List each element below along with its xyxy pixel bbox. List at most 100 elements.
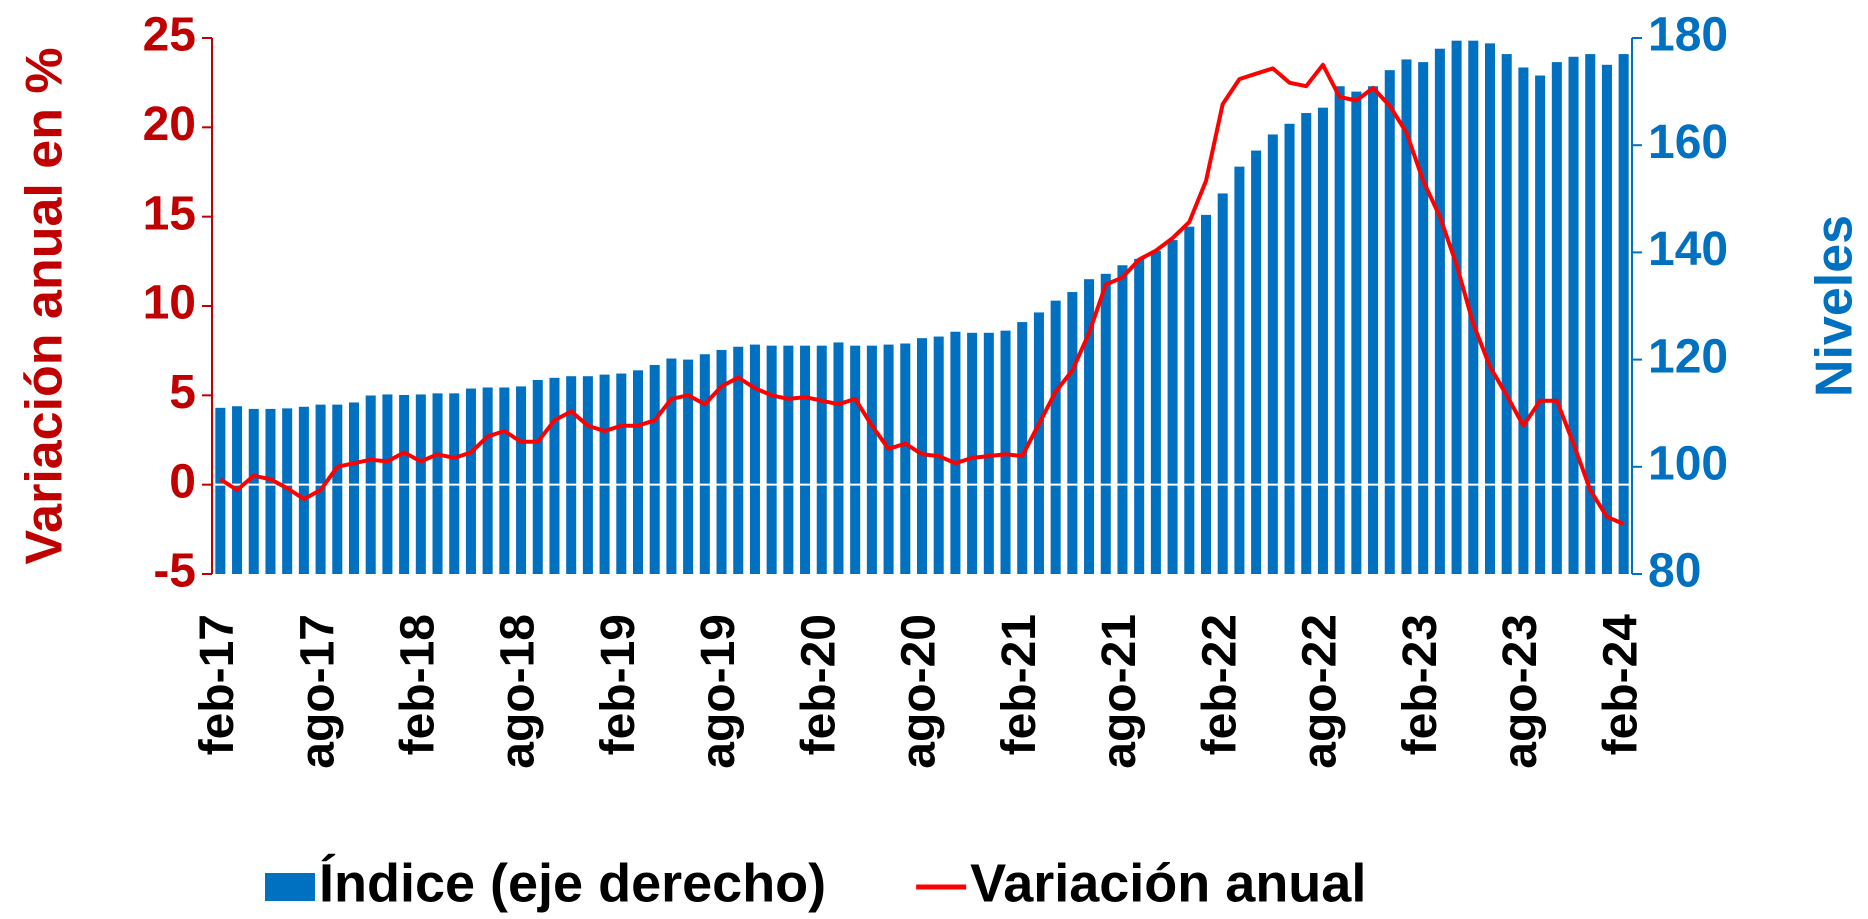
bar <box>482 387 493 574</box>
bar <box>1551 62 1562 575</box>
x-tick-label: feb-24 <box>1594 614 1647 756</box>
bar <box>1351 91 1362 574</box>
y-tick-label: 15 <box>143 187 196 240</box>
bar <box>1284 123 1295 574</box>
bar <box>1468 40 1479 575</box>
bar <box>749 344 760 574</box>
bar <box>1434 48 1445 575</box>
bar <box>1418 62 1429 575</box>
x-tick-label: ago-21 <box>1093 614 1146 769</box>
bar <box>1050 300 1061 574</box>
bar <box>465 388 476 574</box>
bar <box>783 345 794 574</box>
bar <box>1368 86 1379 575</box>
bar <box>1317 107 1328 575</box>
bar <box>1535 75 1546 575</box>
bar <box>1234 166 1245 574</box>
x-tick-label: ago-18 <box>492 614 545 769</box>
bar <box>1301 113 1312 574</box>
bar <box>666 358 677 574</box>
bar <box>816 345 827 574</box>
bar <box>1117 265 1128 574</box>
bar <box>1134 258 1145 574</box>
y2-tick-label: 140 <box>1648 223 1728 276</box>
bar <box>1401 59 1412 574</box>
y-tick-label: 0 <box>169 455 196 508</box>
bar <box>1167 240 1178 574</box>
bar <box>649 364 660 574</box>
bar <box>1067 292 1078 574</box>
bar <box>265 408 276 574</box>
x-tick-label: ago-17 <box>291 614 344 769</box>
x-tick-label: feb-20 <box>792 614 845 755</box>
bar <box>332 404 343 574</box>
x-tick-label: feb-21 <box>993 614 1046 755</box>
bar <box>1568 56 1579 574</box>
bar <box>950 331 961 574</box>
bar <box>248 408 259 574</box>
bar <box>1184 226 1195 574</box>
bar <box>1451 40 1462 575</box>
bar <box>1484 43 1496 575</box>
x-tick-label: ago-23 <box>1494 614 1547 769</box>
bar <box>1200 214 1212 574</box>
x-tick-label: feb-18 <box>391 614 444 755</box>
bar <box>348 402 360 574</box>
x-tick-label: ago-22 <box>1294 614 1347 769</box>
bar <box>616 373 627 574</box>
bar <box>1217 193 1228 574</box>
line <box>219 62 1625 526</box>
bar <box>983 332 994 574</box>
bar <box>549 377 560 574</box>
bar <box>716 349 727 574</box>
y-tick-label: 25 <box>143 9 196 62</box>
bar <box>1585 54 1596 574</box>
bar <box>1518 67 1529 574</box>
bar <box>1084 279 1095 574</box>
bar <box>1150 250 1161 575</box>
x-tick-label: feb-23 <box>1394 614 1447 755</box>
y2-tick-label: 80 <box>1648 545 1701 598</box>
y2-axis-title: Niveles <box>1806 215 1864 397</box>
y2-tick-label: 120 <box>1648 330 1728 383</box>
bar <box>1267 134 1278 575</box>
legend-label: Índice (eje derecho) <box>319 853 826 913</box>
bar <box>1501 54 1512 574</box>
bar <box>215 407 226 574</box>
bar <box>1618 54 1629 574</box>
bar <box>833 342 844 574</box>
legend-label: Variación anual <box>970 853 1366 913</box>
y2-tick-label: 100 <box>1648 437 1728 490</box>
bar <box>532 379 543 574</box>
bar <box>1017 322 1028 574</box>
legend-swatch <box>265 873 315 901</box>
bar <box>866 345 877 574</box>
bar <box>298 406 309 574</box>
bar <box>800 345 811 574</box>
bar <box>599 374 610 574</box>
bar <box>967 332 978 574</box>
x-tick-label: feb-19 <box>592 614 645 755</box>
y-tick-label: 5 <box>169 366 196 419</box>
x-tick-label: ago-20 <box>893 614 946 769</box>
bar <box>766 345 777 574</box>
bar <box>516 386 527 574</box>
bar <box>566 376 577 574</box>
bar <box>683 359 694 574</box>
bar <box>900 343 911 574</box>
bar <box>632 370 644 574</box>
bar <box>582 376 593 574</box>
bar <box>499 387 510 574</box>
bar <box>1100 273 1111 574</box>
bar <box>282 408 293 574</box>
y-tick-label: 20 <box>143 98 196 151</box>
x-tick-label: feb-22 <box>1193 614 1246 755</box>
bar <box>1251 150 1262 574</box>
y-axis-title: Variación anual en % <box>16 47 74 564</box>
bar <box>1033 312 1044 574</box>
bar <box>699 354 710 574</box>
bar <box>850 345 861 574</box>
x-tick-label: ago-19 <box>692 614 745 769</box>
bar <box>1334 86 1345 575</box>
